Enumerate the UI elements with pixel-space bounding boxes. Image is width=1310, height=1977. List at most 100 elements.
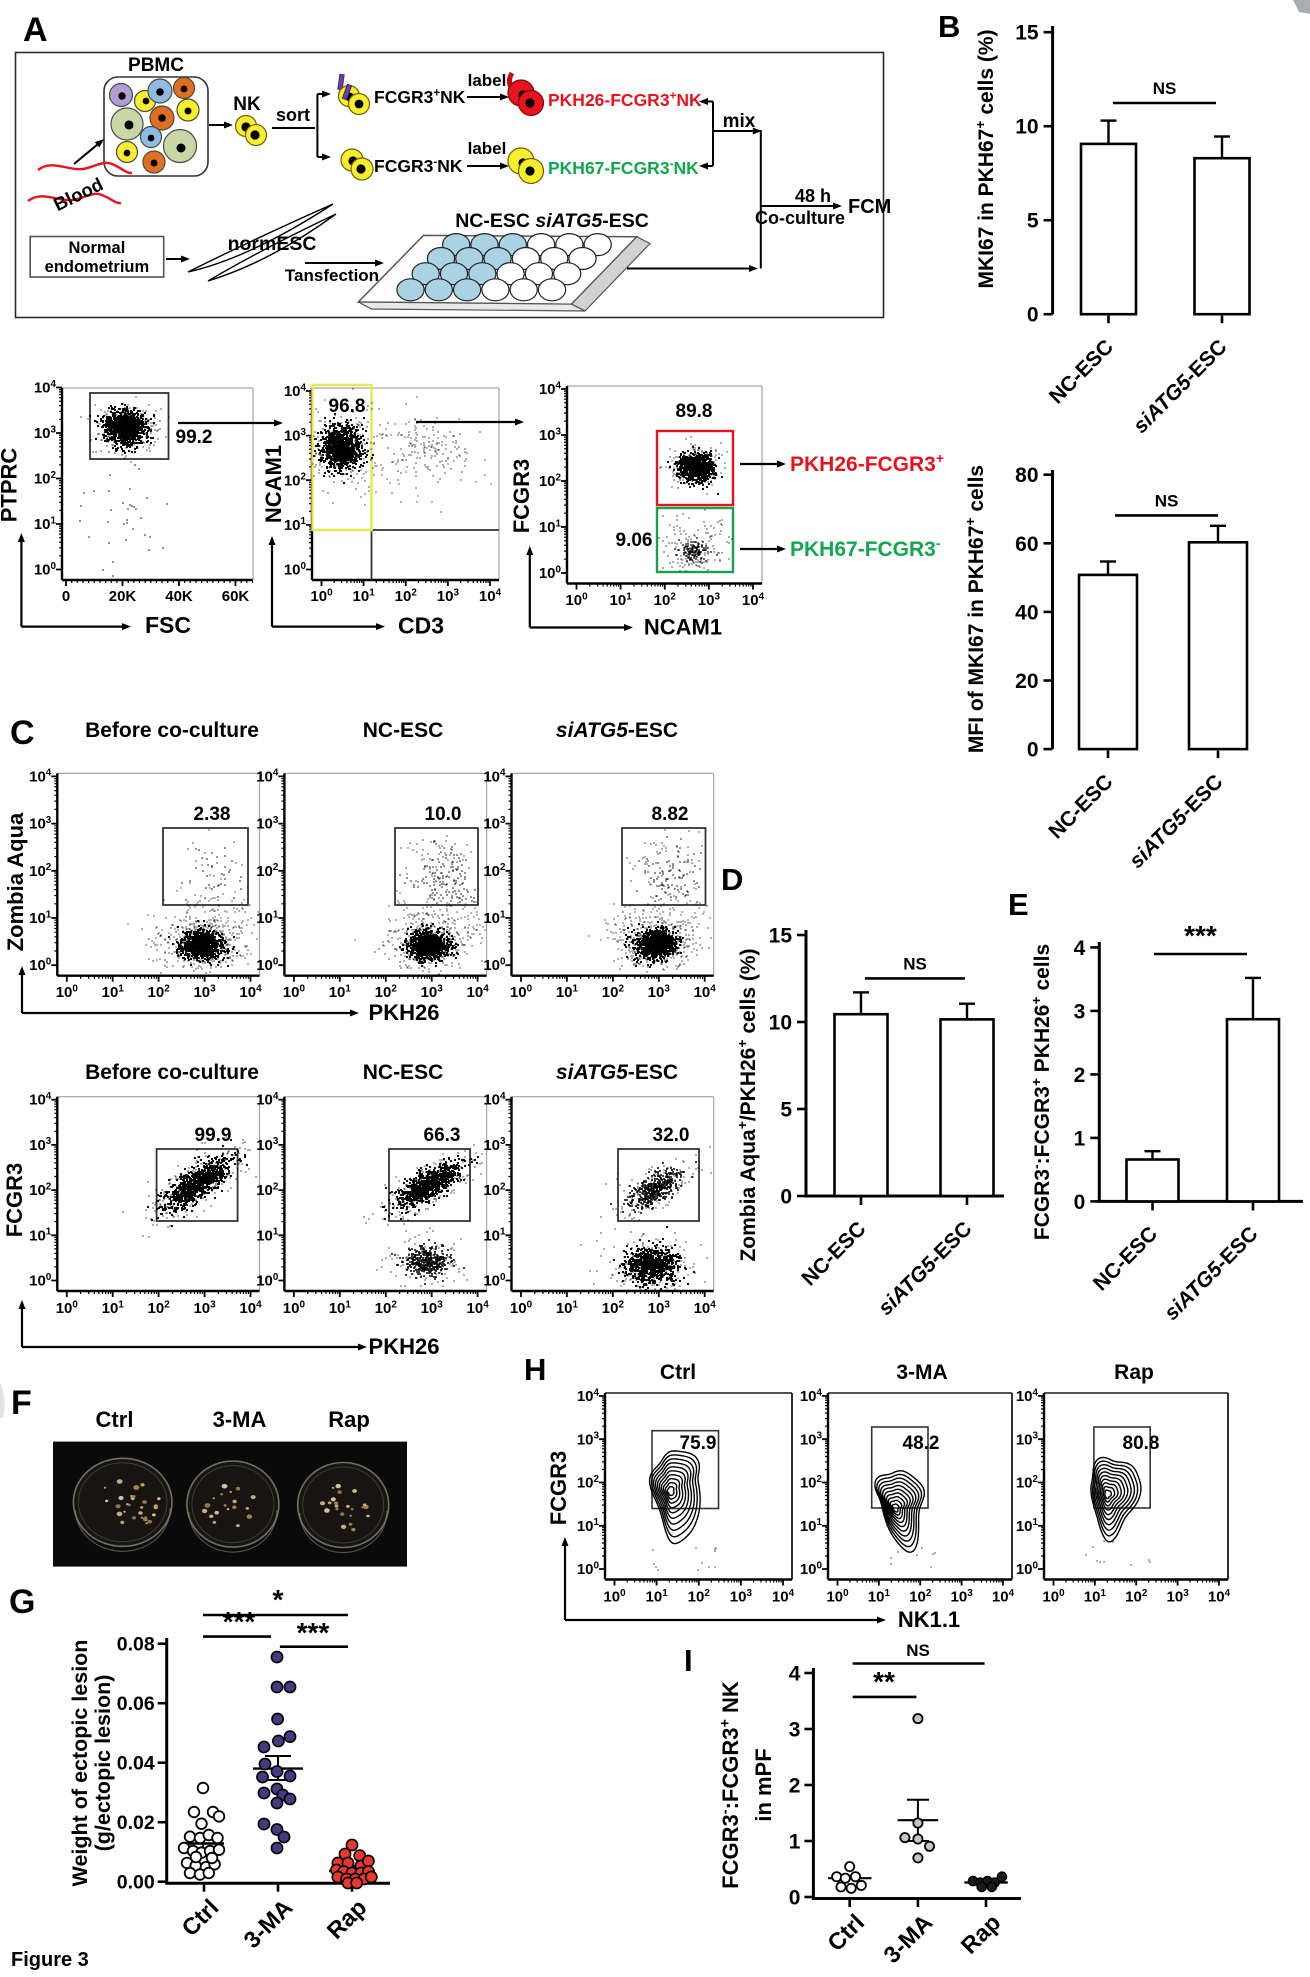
svg-text:Co-culture: Co-culture (755, 208, 845, 228)
svg-text:D: D (721, 862, 743, 897)
svg-text:103: 103 (29, 815, 52, 833)
svg-text:101: 101 (256, 909, 279, 927)
svg-text:102: 102 (284, 472, 307, 490)
svg-text:102: 102 (688, 1588, 711, 1606)
svg-text:10: 10 (1015, 116, 1038, 139)
svg-text:PKH26: PKH26 (369, 1334, 440, 1359)
svg-text:endometrium: endometrium (45, 258, 150, 276)
svg-text:103: 103 (648, 1299, 671, 1317)
svg-text:siATG5-ESC: siATG5-ESC (556, 1061, 678, 1084)
svg-text:101: 101 (539, 518, 562, 536)
svg-text:102: 102 (602, 983, 625, 1001)
svg-text:9.06: 9.06 (616, 530, 653, 551)
svg-text:Before co-culture: Before co-culture (85, 1061, 259, 1084)
svg-text:103: 103 (29, 1136, 52, 1154)
svg-text:102: 102 (29, 1181, 52, 1199)
svg-text:102: 102 (1125, 1588, 1148, 1606)
svg-text:80: 80 (1015, 464, 1038, 487)
svg-text:15: 15 (1015, 22, 1039, 45)
svg-text:3-MA: 3-MA (896, 1361, 947, 1384)
svg-text:0: 0 (1074, 1191, 1086, 1214)
svg-text:1: 1 (789, 1831, 801, 1854)
svg-text:104: 104 (239, 1299, 262, 1317)
svg-text:102: 102 (539, 472, 562, 490)
svg-text:104: 104 (772, 1588, 795, 1606)
svg-text:66.3: 66.3 (424, 1125, 461, 1146)
svg-text:101: 101 (483, 1227, 506, 1245)
svg-text:B: B (938, 9, 960, 44)
svg-text:normESC: normESC (228, 233, 317, 255)
svg-text:103: 103 (577, 1431, 600, 1449)
svg-text:100: 100 (510, 1299, 533, 1317)
svg-text:104: 104 (467, 983, 490, 1001)
svg-text:Figure 3: Figure 3 (11, 1949, 89, 1971)
svg-text:100: 100 (483, 957, 506, 975)
svg-text:mix: mix (723, 111, 756, 132)
svg-text:MKI67 in PKH67+ cells (%): MKI67 in PKH67+ cells (%) (972, 29, 998, 288)
svg-text:103: 103 (284, 427, 307, 445)
svg-text:102: 102 (909, 1588, 932, 1606)
svg-text:102: 102 (375, 1299, 398, 1317)
svg-text:15: 15 (769, 925, 793, 948)
svg-text:F: F (11, 1384, 32, 1422)
svg-text:NC-ESC: NC-ESC (363, 719, 444, 742)
svg-text:0.00: 0.00 (117, 1872, 155, 1894)
svg-text:48 h: 48 h (795, 186, 831, 206)
svg-text:NS: NS (903, 954, 927, 973)
svg-text:101: 101 (610, 591, 633, 609)
svg-text:sort: sort (276, 105, 310, 125)
svg-text:104: 104 (29, 768, 52, 786)
svg-text:label: label (468, 71, 507, 90)
svg-text:FCGR3+NK: FCGR3+NK (374, 86, 466, 107)
svg-text:101: 101 (353, 587, 376, 605)
svg-text:Ctrl: Ctrl (660, 1361, 696, 1384)
svg-text:NC-ESC siATG5-ESC: NC-ESC siATG5-ESC (455, 210, 649, 232)
svg-text:101: 101 (284, 516, 307, 534)
svg-text:***: *** (223, 1606, 256, 1637)
svg-text:102: 102 (602, 1299, 625, 1317)
svg-text:**: ** (873, 1666, 895, 1697)
svg-text:104: 104 (479, 587, 502, 605)
svg-text:102: 102 (483, 1181, 506, 1199)
svg-text:Rap: Rap (1114, 1361, 1154, 1384)
svg-text:NK1.1: NK1.1 (898, 1607, 960, 1632)
svg-text:104: 104 (34, 379, 57, 397)
svg-text:NK: NK (233, 94, 261, 115)
svg-text:Before co-culture: Before co-culture (85, 719, 259, 742)
svg-text:0.06: 0.06 (117, 1693, 155, 1715)
svg-text:101: 101 (868, 1588, 891, 1606)
svg-text:NS: NS (1155, 491, 1179, 510)
svg-text:103: 103 (193, 983, 216, 1001)
svg-text:Zombia Aqua: Zombia Aqua (3, 812, 28, 951)
svg-text:104: 104 (467, 1299, 490, 1317)
svg-text:100: 100 (565, 591, 588, 609)
svg-text:PKH26-FCGR3+NK: PKH26-FCGR3+NK (548, 89, 702, 110)
svg-text:I: I (684, 1643, 693, 1678)
svg-text:CD3: CD3 (398, 613, 444, 639)
svg-text:label: label (468, 139, 507, 158)
svg-text:NS: NS (906, 1641, 930, 1660)
svg-text:60K: 60K (222, 588, 250, 605)
svg-text:100: 100 (256, 957, 279, 975)
svg-text:100: 100 (29, 1272, 52, 1290)
svg-text:100: 100 (577, 1560, 600, 1578)
svg-text:100: 100 (1042, 1588, 1065, 1606)
svg-text:40K: 40K (165, 588, 193, 605)
svg-text:103: 103 (730, 1588, 753, 1606)
svg-text:100: 100 (283, 1299, 306, 1317)
svg-text:103: 103 (437, 587, 460, 605)
svg-text:103: 103 (648, 983, 671, 1001)
svg-text:102: 102 (148, 1299, 171, 1317)
svg-text:PKH26-FCGR3+: PKH26-FCGR3+ (790, 450, 944, 476)
svg-text:10.0: 10.0 (425, 804, 462, 825)
svg-text:101: 101 (102, 1299, 125, 1317)
svg-text:101: 101 (800, 1517, 823, 1535)
svg-text:Ctrl: Ctrl (96, 1407, 134, 1432)
svg-text:8.82: 8.82 (652, 804, 689, 825)
svg-text:Zombia Aqua+/PKH26+ cells (%): Zombia Aqua+/PKH26+ cells (%) (734, 948, 760, 1261)
svg-text:101: 101 (102, 983, 125, 1001)
svg-text:4: 4 (789, 1663, 801, 1686)
svg-text:102: 102 (34, 470, 57, 488)
svg-text:101: 101 (1084, 1588, 1107, 1606)
svg-text:NC-ESC: NC-ESC (363, 1061, 444, 1084)
